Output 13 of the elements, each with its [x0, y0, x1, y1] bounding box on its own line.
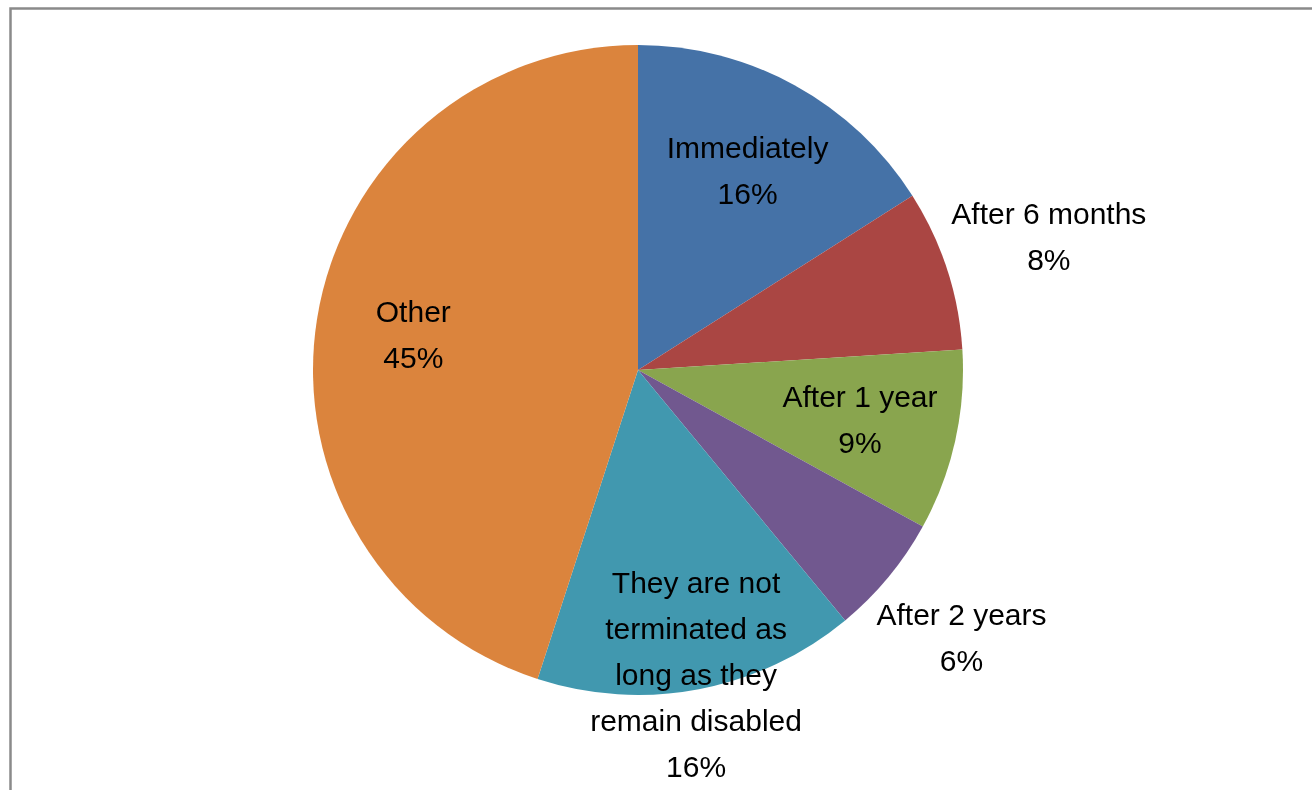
- data-label: 6%: [939, 644, 984, 678]
- data-label: 45%: [383, 340, 444, 374]
- data-label: 16%: [666, 749, 727, 783]
- data-label: 9%: [838, 426, 882, 460]
- slice-label: After 2 years: [876, 598, 1047, 632]
- slice-label: After 6 months: [951, 197, 1147, 231]
- slice-label: Immediately: [666, 131, 829, 165]
- slice-label: After 1 year: [782, 380, 938, 414]
- data-label: 16%: [717, 177, 778, 211]
- data-label: 8%: [1027, 243, 1071, 277]
- pie-slice: [638, 349, 963, 527]
- pie-slice: [638, 45, 913, 370]
- slice-label: Other: [375, 294, 451, 328]
